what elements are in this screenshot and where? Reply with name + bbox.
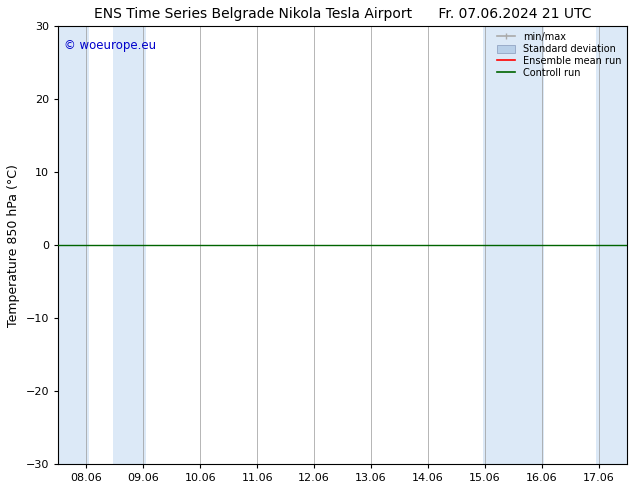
Title: ENS Time Series Belgrade Nikola Tesla Airport      Fr. 07.06.2024 21 UTC: ENS Time Series Belgrade Nikola Tesla Ai… xyxy=(94,7,592,21)
Bar xyxy=(482,26,515,464)
Text: © woeurope.eu: © woeurope.eu xyxy=(64,39,156,52)
Y-axis label: Temperature 850 hPa (°C): Temperature 850 hPa (°C) xyxy=(7,164,20,327)
Bar xyxy=(597,26,627,464)
Bar xyxy=(511,26,544,464)
Legend: min/max, Standard deviation, Ensemble mean run, Controll run: min/max, Standard deviation, Ensemble me… xyxy=(493,28,625,82)
Bar xyxy=(113,26,146,464)
Bar xyxy=(58,26,89,464)
